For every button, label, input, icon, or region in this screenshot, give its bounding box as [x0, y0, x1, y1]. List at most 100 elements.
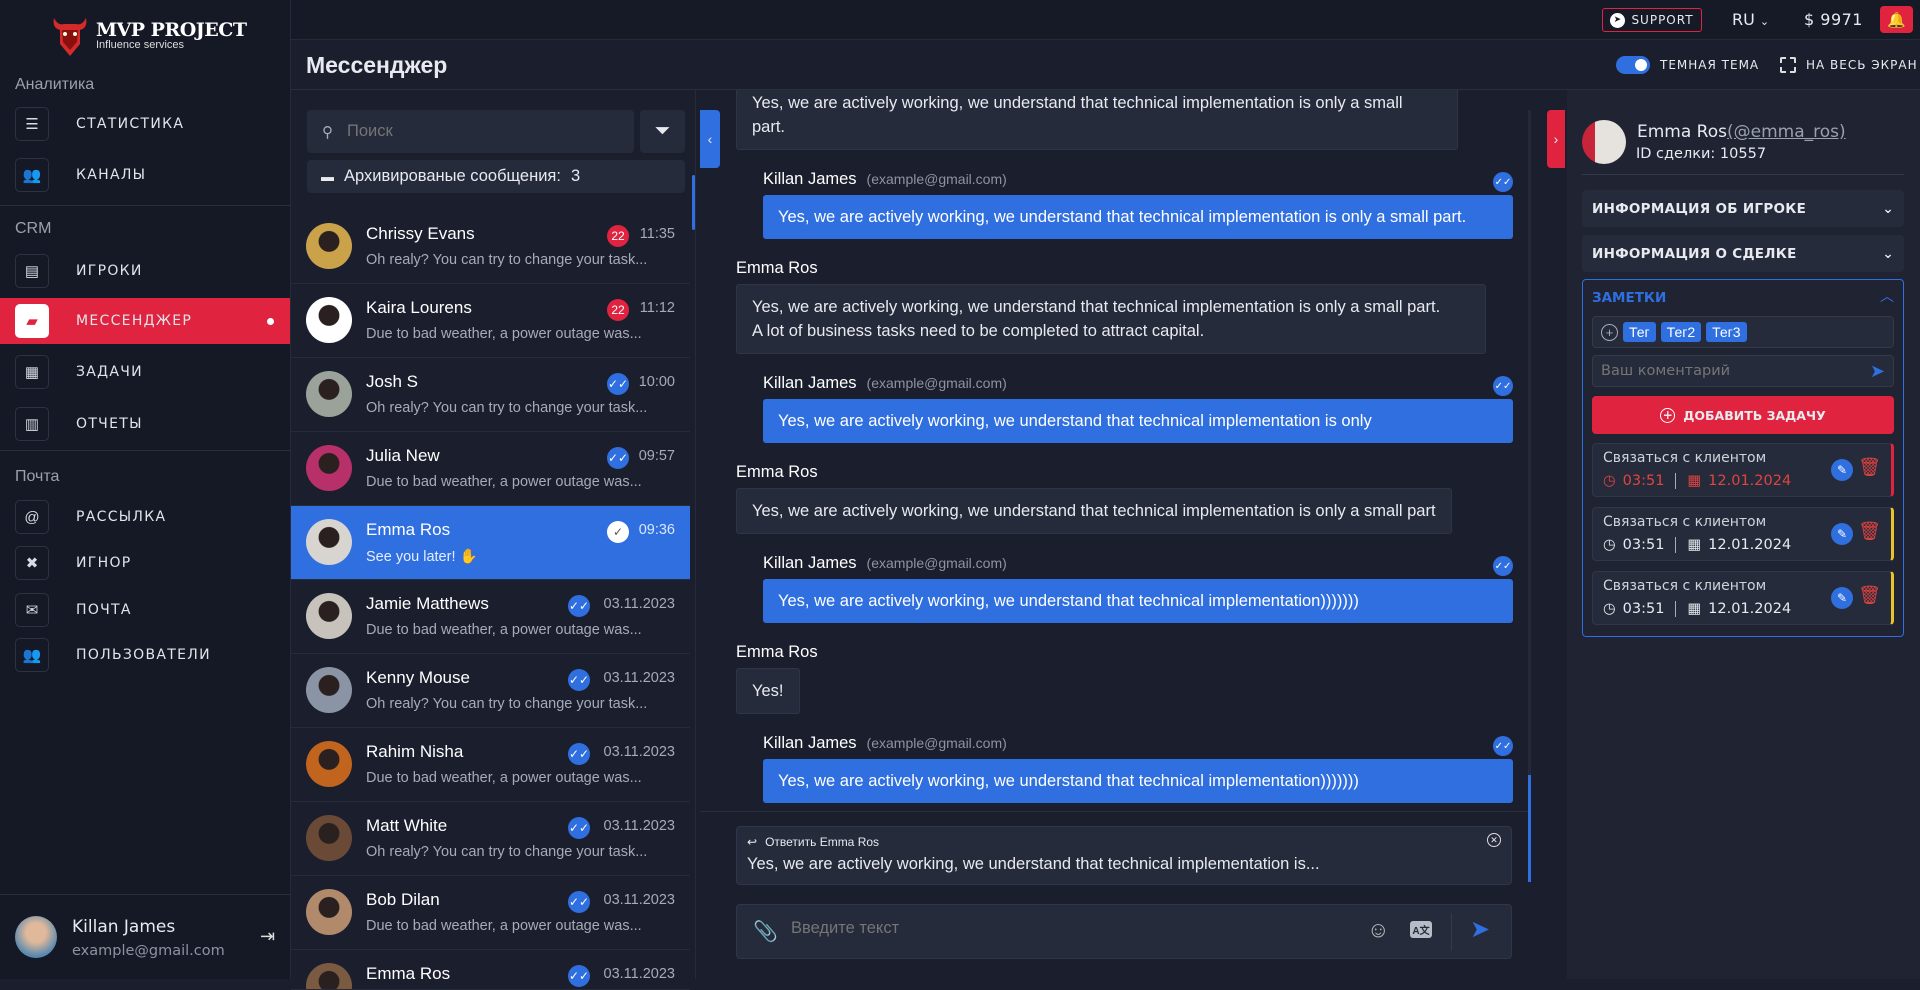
sidebar-item-0[interactable]: @ РАССЫЛКА	[0, 494, 290, 540]
chat-list-scrollbar[interactable]	[692, 175, 695, 230]
unread-badge: 22	[607, 299, 629, 321]
chevron-right-icon: ›	[1553, 131, 1559, 147]
chat-time: 03.11.2023	[603, 966, 676, 982]
chat-name: Jamie Matthews	[366, 594, 489, 613]
send-icon[interactable]: ➤	[1470, 916, 1491, 943]
notifications-bell-icon[interactable]: 🔔	[1880, 6, 1913, 33]
sidebar-item-label: СТАТИСТИКА	[76, 116, 185, 132]
sidebar-item-2[interactable]: ▦ ЗАДАЧИ	[0, 349, 290, 395]
chat-scrollbar-thumb[interactable]	[1528, 775, 1531, 882]
double-check-icon: ✓✓	[568, 743, 590, 765]
edit-pencil-icon[interactable]: ✎	[1831, 523, 1853, 545]
chevron-left-icon: ‹	[707, 131, 713, 147]
message-header: Killan James (example@gmail.com) ✓✓	[763, 734, 1513, 756]
chat-list-item[interactable]: Emma Ros 03.11.2023 ✓✓	[291, 950, 690, 990]
chat-time: 03.11.2023	[603, 892, 676, 908]
contacts-icon: ▤	[15, 254, 49, 288]
chevron-up-icon[interactable]: ︿	[1880, 288, 1894, 304]
logout-icon[interactable]: ⇥	[260, 926, 276, 946]
fullscreen-button[interactable]: НА ВЕСЬ ЭКРАН	[1806, 58, 1918, 72]
sidebar-item-1[interactable]: ✖ ИГНОР	[0, 540, 290, 586]
logo[interactable]: MVP PROJECT Influence services	[50, 14, 247, 58]
send-comment-icon[interactable]: ➤	[1869, 360, 1885, 381]
message-input[interactable]	[791, 919, 1311, 938]
tag-chip[interactable]: Тег3	[1706, 322, 1747, 342]
search-box[interactable]: ⚲	[307, 110, 634, 153]
deal-info-accordion[interactable]: ИНФОРМАЦИЯ О СДЕЛКЕ ⌄	[1582, 235, 1904, 272]
message-author: Killan James	[763, 734, 857, 752]
collapse-list-button[interactable]: ‹	[700, 110, 720, 168]
chat-avatar	[306, 667, 352, 713]
filter-icon[interactable]: ⏷	[640, 110, 685, 153]
task-date: 12.01.2024	[1708, 601, 1792, 617]
search-input[interactable]	[347, 122, 607, 141]
attach-paperclip-icon[interactable]: 📎	[753, 921, 778, 943]
language-select[interactable]: RU ⌄	[1732, 10, 1769, 29]
task-card[interactable]: Связаться с клиентом ◷ 03:51 ▦ 12.01.2024 ✎ 🗑	[1592, 443, 1894, 497]
comment-input[interactable]	[1601, 363, 1870, 379]
double-check-icon: ✓✓	[568, 891, 590, 913]
edit-pencil-icon[interactable]: ✎	[1831, 587, 1853, 609]
chat-list-item[interactable]: Josh S Oh realy? You can try to change yo…	[291, 358, 690, 432]
telegram-icon: ➤	[1610, 12, 1626, 28]
chat-list-item[interactable]: Emma Ros See you later! ✋ 09:36 ✓	[291, 506, 690, 580]
archived-messages[interactable]: ▬ Архивированые сообщения: 3	[307, 160, 685, 193]
archive-icon: ▬	[321, 169, 334, 184]
incoming-message: Emma Ros Yes, we are actively working, we…	[736, 463, 1513, 534]
message-header: Emma Ros	[736, 463, 1513, 482]
support-button[interactable]: ➤ SUPPORT	[1602, 8, 1702, 32]
chat-scrollbar-track[interactable]	[1528, 110, 1531, 882]
collapse-details-button[interactable]: ›	[1547, 110, 1565, 168]
chat-list-item[interactable]: Chrissy Evans Oh realy? You can try to ch…	[291, 210, 690, 284]
translate-icon[interactable]: A文	[1410, 921, 1432, 938]
player-info-accordion[interactable]: ИНФОРМАЦИЯ ОБ ИГРОКЕ ⌄	[1582, 190, 1904, 227]
chat-list-item[interactable]: Jamie Matthews Due to bad weather, a powe…	[291, 580, 690, 654]
chat-list-item[interactable]: Kenny Mouse Oh realy? You can try to chan…	[291, 654, 690, 728]
task-card[interactable]: Связаться с клиентом ◷ 03:51 ▦ 12.01.2024 ✎ 🗑	[1592, 507, 1894, 561]
emoji-icon[interactable]: ☺	[1367, 917, 1390, 942]
sidebar-item-label: ПОЛЬЗОВАТЕЛИ	[76, 647, 211, 663]
close-reply-icon[interactable]: ✕	[1487, 833, 1501, 847]
add-task-button[interactable]: + ДОБАВИТЬ ЗАДАЧУ	[1592, 396, 1894, 434]
message-bubble: Yes, we are actively working, we underst…	[763, 399, 1513, 443]
sidebar-item-1[interactable]: ▰ МЕССЕНДЖЕР	[0, 298, 290, 344]
task-meta: ◷ 03:51 ▦ 12.01.2024	[1603, 601, 1791, 617]
chat-list-item[interactable]: Bob Dilan Due to bad weather, a power out…	[291, 876, 690, 950]
sidebar-item-1[interactable]: 👥 КАНАЛЫ	[0, 152, 290, 198]
divider	[1675, 601, 1677, 617]
sidebar-item-3[interactable]: 👥 ПОЛЬЗОВАТЕЛИ	[0, 632, 290, 678]
chat-list-item[interactable]: Matt White Oh realy? You can try to chang…	[291, 802, 690, 876]
delete-trash-icon[interactable]: 🗑	[1858, 521, 1881, 541]
fullscreen-icon[interactable]	[1780, 57, 1796, 73]
contact-handle-link[interactable]: (@emma_ros)	[1727, 122, 1846, 142]
chat-list-item[interactable]: Rahim Nisha Due to bad weather, a power o…	[291, 728, 690, 802]
chat-avatar	[306, 445, 352, 491]
dark-theme-toggle[interactable]	[1616, 56, 1650, 74]
divider	[0, 894, 290, 895]
chat-list-item[interactable]: Kaira Lourens Due to bad weather, a power…	[291, 284, 690, 358]
outgoing-message: Killan James (example@gmail.com) ✓✓ Yes, we…	[763, 554, 1513, 623]
sidebar-item-0[interactable]: ▤ ИГРОКИ	[0, 248, 290, 294]
topbar	[291, 0, 1920, 40]
task-card[interactable]: Связаться с клиентом ◷ 03:51 ▦ 12.01.2024 ✎ 🗑	[1592, 571, 1894, 625]
message-bubble: Yes, we are actively working, we underst…	[736, 488, 1452, 534]
tag-chip[interactable]: Тег	[1623, 322, 1656, 342]
sidebar-item-label: ИГРОКИ	[76, 263, 143, 279]
active-dot	[267, 317, 274, 325]
delete-trash-icon[interactable]: 🗑	[1858, 457, 1881, 477]
comment-box: ➤	[1592, 355, 1894, 387]
chat-preview: See you later! ✋	[366, 549, 478, 565]
message-header: Killan James (example@gmail.com) ✓✓	[763, 554, 1513, 576]
sidebar-item-3[interactable]: ▥ ОТЧЕТЫ	[0, 401, 290, 447]
chat-avatar	[306, 297, 352, 343]
chat-icon: ▰	[15, 304, 49, 338]
edit-pencil-icon[interactable]: ✎	[1831, 459, 1853, 481]
delete-trash-icon[interactable]: 🗑	[1858, 585, 1881, 605]
chat-list-item[interactable]: Julia New Due to bad weather, a power out…	[291, 432, 690, 506]
add-tag-icon[interactable]: +	[1601, 323, 1618, 341]
sidebar-item-2[interactable]: ✉ ПОЧТА	[0, 587, 290, 633]
sidebar-item-0[interactable]: ☰ СТАТИСТИКА	[0, 101, 290, 147]
tag-chip[interactable]: Тег2	[1660, 322, 1702, 342]
section-label: Аналитика	[15, 76, 95, 93]
language-value: RU	[1732, 10, 1755, 29]
